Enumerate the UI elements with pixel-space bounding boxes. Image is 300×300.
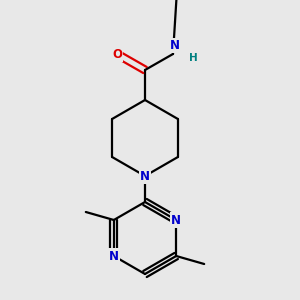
Text: N: N xyxy=(171,214,181,226)
Text: N: N xyxy=(109,250,119,262)
Text: O: O xyxy=(112,47,122,61)
Text: N: N xyxy=(170,39,180,52)
Text: H: H xyxy=(189,53,198,63)
Text: N: N xyxy=(140,169,150,182)
